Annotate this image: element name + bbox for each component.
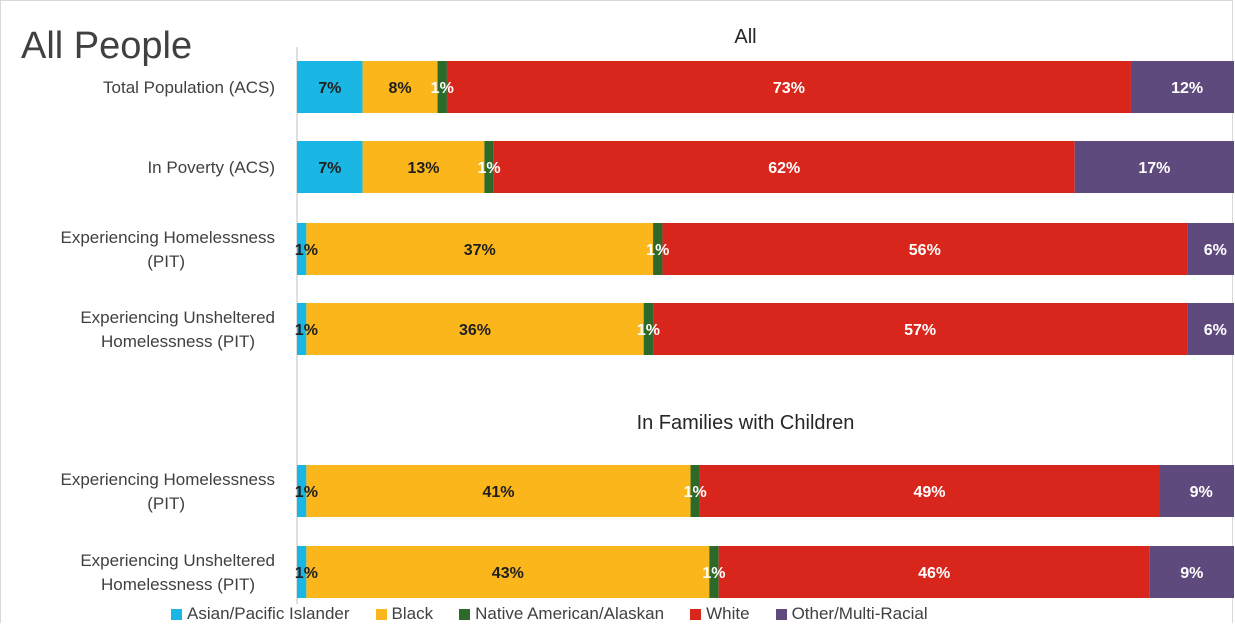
bar-segment [297, 303, 307, 355]
data-label: 1% [295, 484, 318, 501]
stacked-bar-chart: All In Families with Children Total Popula… [61, 26, 1234, 604]
legend-item: Other/Multi-Racial [775, 604, 928, 624]
bar-segment [484, 141, 494, 193]
bar-segment [690, 465, 700, 517]
bar-segment [297, 61, 363, 113]
bar-segment [1187, 223, 1234, 275]
data-label: 1% [646, 242, 669, 259]
data-label: 1% [702, 565, 725, 582]
legend-label: Native American/Alaskan [475, 604, 665, 623]
legend-label: Other/Multi-Racial [791, 604, 928, 623]
bar-segment [362, 141, 485, 193]
data-label: 1% [684, 484, 707, 501]
data-label: 1% [637, 322, 660, 339]
data-label: 7% [318, 160, 341, 177]
legend-swatch [459, 608, 471, 620]
bar-segment [437, 61, 447, 113]
bar-segment [643, 303, 654, 355]
legend-item: Asian/Pacific Islander [171, 604, 350, 624]
chart-legend: Asian/Pacific Islander Black Native Americ… [171, 604, 954, 624]
bar-segment [297, 141, 363, 193]
data-label: 62% [768, 160, 800, 177]
bar-segment [362, 61, 438, 113]
data-label: 36% [459, 322, 491, 339]
category-label: Total Population (ACS) [103, 78, 275, 97]
bar-segment [1159, 465, 1234, 517]
bar-segment [653, 303, 1188, 355]
bar-segment [493, 141, 1075, 193]
data-label: 6% [1204, 322, 1227, 339]
bar-segment [446, 61, 1131, 113]
bar-segment [1149, 546, 1234, 598]
data-label: 56% [909, 242, 941, 259]
group-title: All [734, 26, 756, 48]
bar-segment [699, 465, 1160, 517]
bar-segment [297, 223, 307, 275]
bar-segment [653, 223, 663, 275]
data-label: 6% [1204, 242, 1227, 259]
data-label: 17% [1138, 160, 1170, 177]
bar-segment [297, 465, 307, 517]
data-label: 1% [295, 565, 318, 582]
category-label: Experiencing Unsheltered Homelessness (PI… [80, 551, 275, 594]
bar-segment [306, 303, 644, 355]
bar-segment [1130, 61, 1234, 113]
bar-segment [718, 546, 1150, 598]
category-label: Experiencing Homelessness (PIT) [61, 228, 276, 271]
bar-segment [306, 546, 710, 598]
data-label: 1% [295, 242, 318, 259]
legend-item: Native American/Alaskan [459, 604, 664, 624]
bar-segment [306, 223, 654, 275]
bar-segment [662, 223, 1188, 275]
data-label: 37% [464, 242, 496, 259]
data-label: 9% [1190, 484, 1213, 501]
legend-swatch [171, 608, 182, 620]
bar-segment [297, 546, 307, 598]
data-label: 57% [904, 322, 936, 339]
data-label: 49% [913, 484, 945, 501]
data-label: 1% [478, 160, 501, 177]
data-label: 9% [1180, 565, 1203, 582]
data-label: 73% [773, 80, 805, 97]
legend-label: Asian/Pacific Islander [187, 604, 350, 623]
data-label: 7% [318, 80, 341, 97]
category-label: Experiencing Homelessness (PIT) [61, 470, 276, 513]
legend-item: Black [375, 604, 434, 624]
data-label: 46% [918, 565, 950, 582]
legend-swatch [690, 608, 702, 620]
legend-item: White [690, 604, 750, 624]
legend-swatch [375, 608, 387, 620]
data-label: 12% [1171, 80, 1203, 97]
legend-label: Black [391, 604, 434, 623]
data-label: 43% [492, 565, 524, 582]
legend-swatch [775, 608, 787, 620]
group-title: In Families with Children [637, 412, 855, 434]
data-label: 41% [482, 484, 514, 501]
legend-label: White [706, 604, 750, 623]
bar-segment [306, 465, 691, 517]
bar-segment [709, 546, 719, 598]
bar-segment [1187, 303, 1234, 355]
bar-segment [1074, 141, 1234, 193]
data-label: 1% [431, 80, 454, 97]
data-label: 1% [295, 322, 318, 339]
data-label: 8% [389, 80, 412, 97]
category-label: In Poverty (ACS) [147, 158, 275, 177]
chart-main-title: All People [21, 25, 193, 67]
category-label: Experiencing Unsheltered Homelessness (PI… [80, 308, 275, 351]
data-label: 13% [407, 160, 439, 177]
